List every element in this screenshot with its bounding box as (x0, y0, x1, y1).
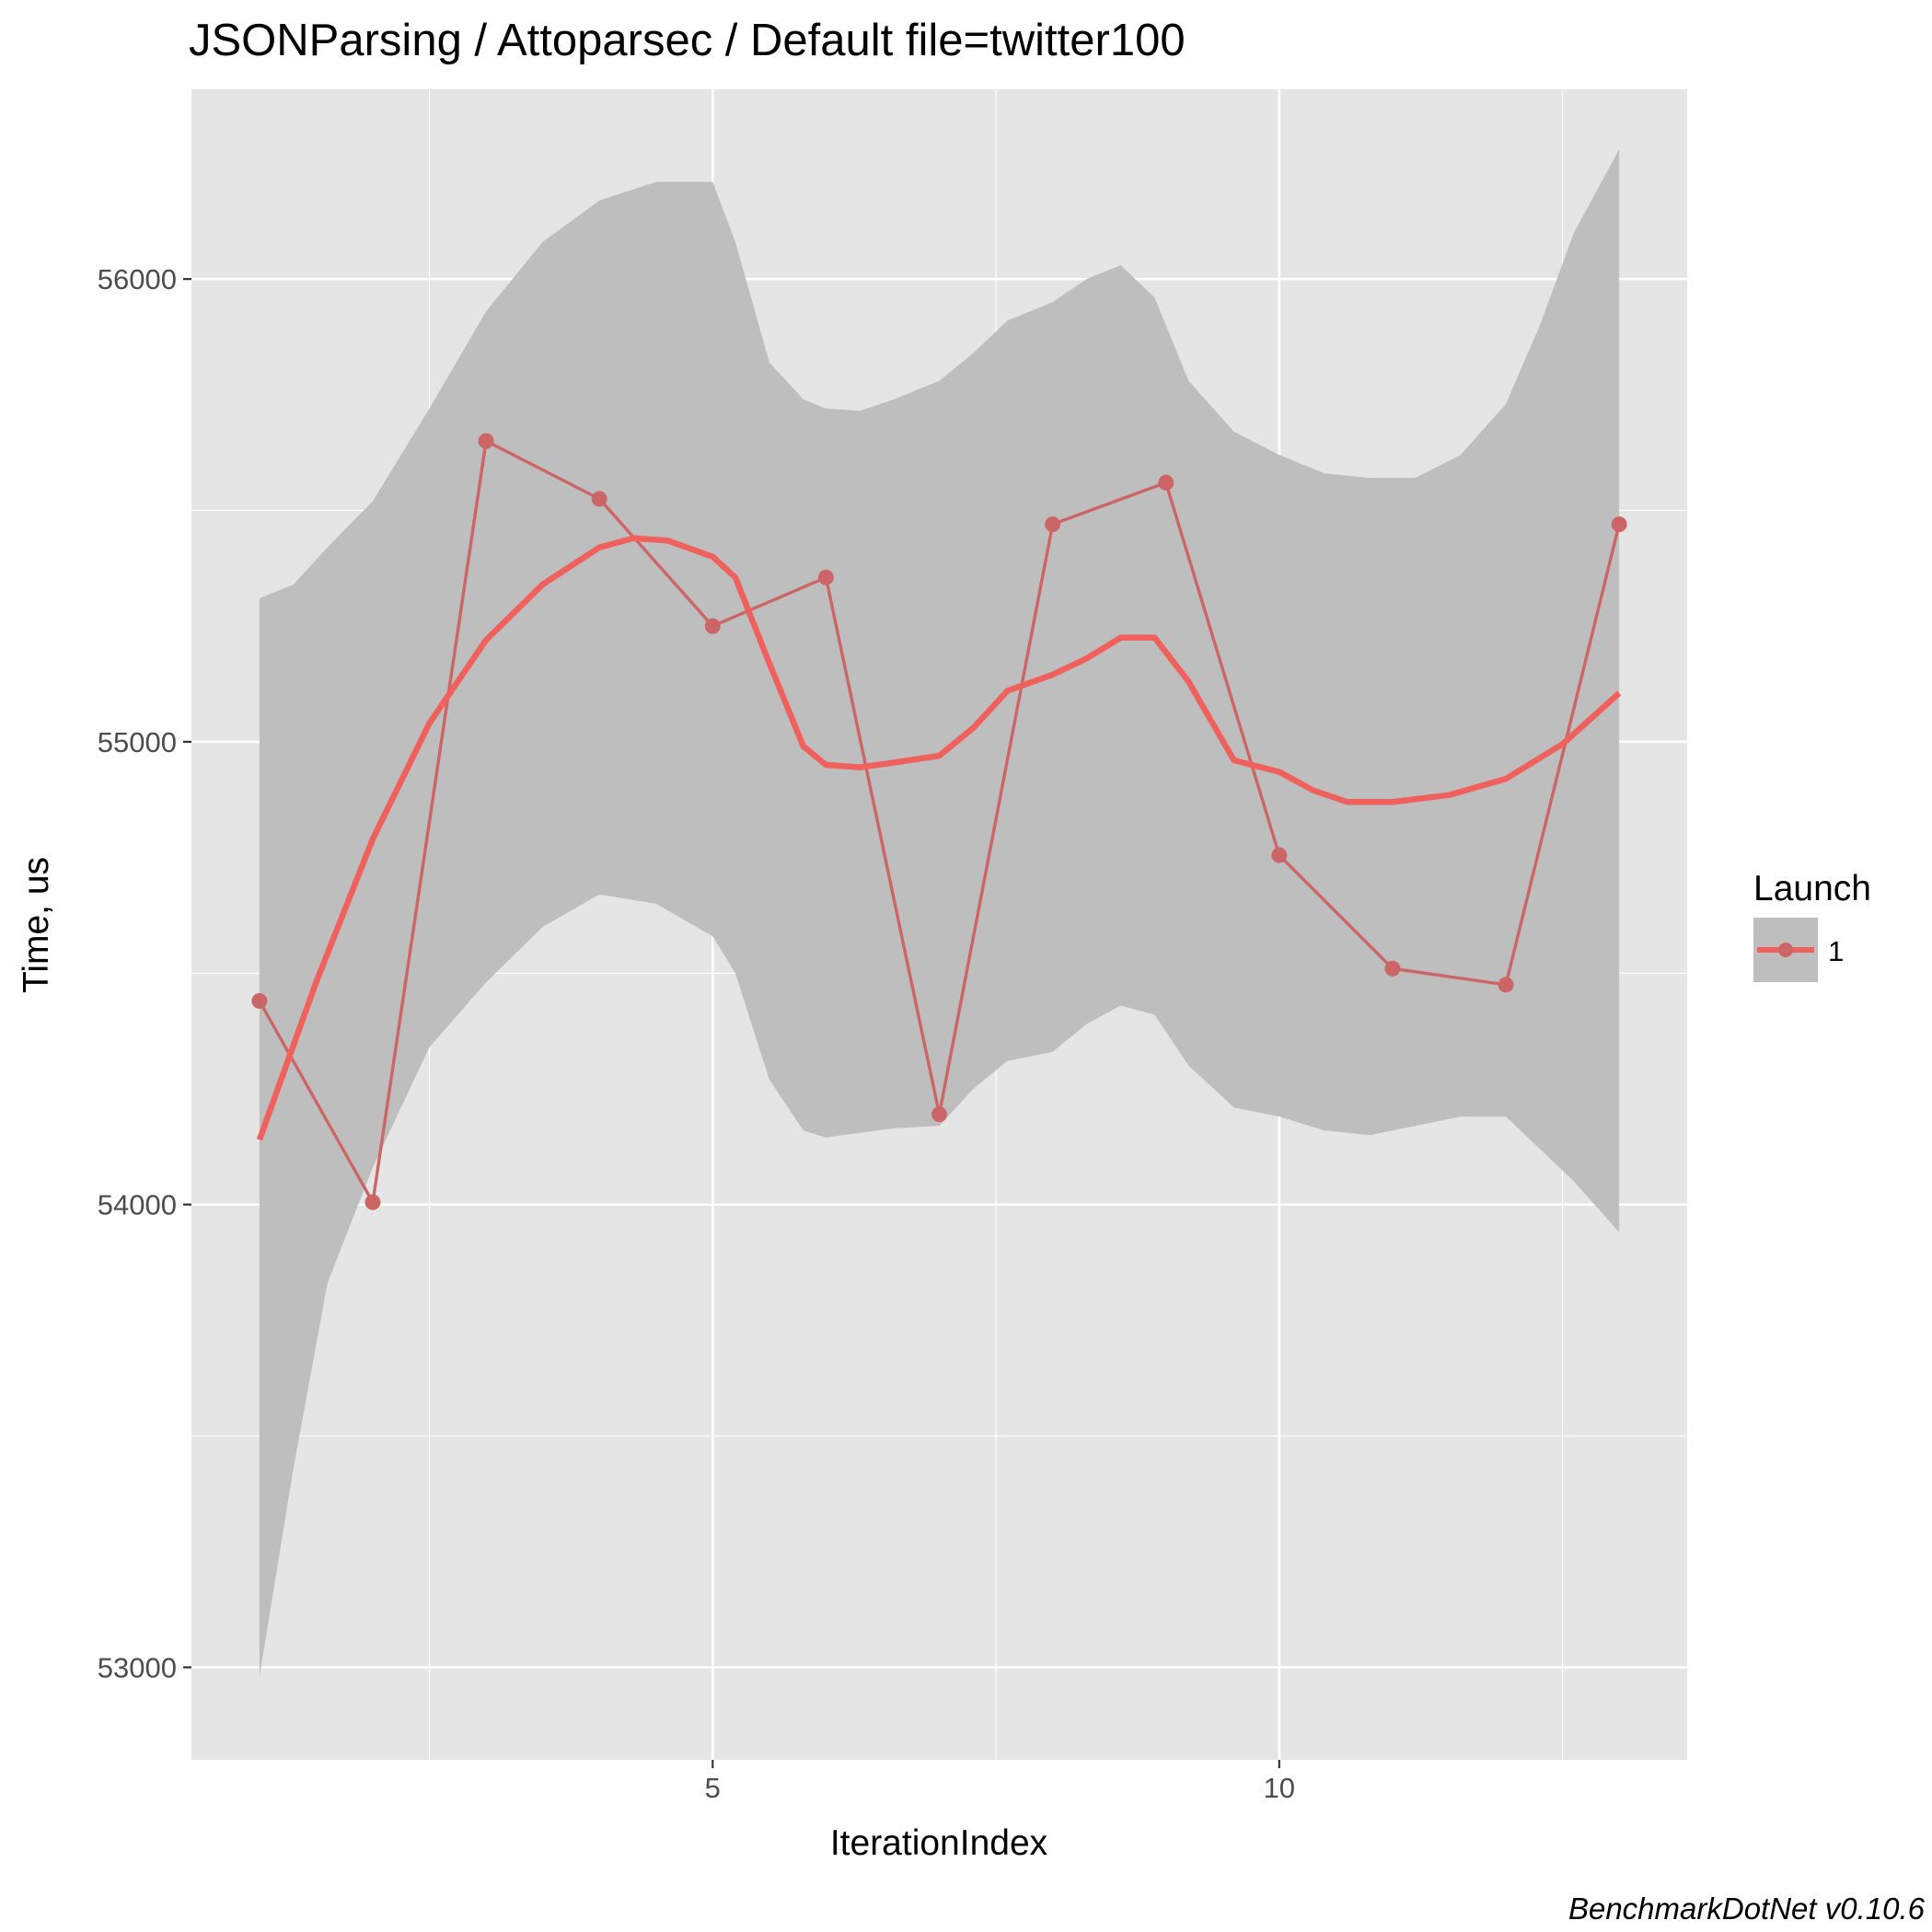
y-tick-label: 55000 (98, 726, 177, 758)
y-tick-label: 54000 (98, 1189, 177, 1221)
x-tick-label: 10 (1264, 1772, 1295, 1804)
data-point (931, 1106, 947, 1123)
axes: 53000 54000 55000 56000 5 10 (98, 263, 1295, 1804)
data-point (1611, 516, 1627, 533)
legend-key-point (1778, 943, 1793, 957)
x-tick-label: 5 (705, 1772, 721, 1804)
data-point (1045, 516, 1061, 533)
data-point (1384, 960, 1401, 977)
series-layer (251, 433, 1627, 1210)
y-tick-label: 53000 (98, 1651, 177, 1683)
data-point (364, 1194, 381, 1210)
confidence-ribbon-layer (259, 149, 1620, 1677)
legend: Launch 1 (1753, 869, 1871, 982)
y-axis-label: Time, us (17, 857, 56, 993)
x-axis-label: IterationIndex (830, 1823, 1048, 1863)
data-point (478, 433, 494, 449)
y-tick-label: 56000 (98, 263, 177, 295)
smooth-trend-line (256, 535, 1622, 1141)
chart-title: JSONParsing / Attoparsec / Default file=… (189, 16, 1186, 65)
legend-title: Launch (1753, 869, 1871, 908)
data-point (817, 569, 834, 585)
data-point (1158, 474, 1174, 491)
legend-item-label: 1 (1828, 935, 1844, 967)
caption: BenchmarkDotNet v0.10.6 (1568, 1892, 1926, 1926)
data-point (704, 618, 721, 634)
confidence-ribbon (259, 149, 1620, 1677)
data-point (1498, 977, 1514, 993)
data-point (251, 992, 268, 1009)
data-point (1271, 847, 1288, 863)
data-point (591, 491, 607, 507)
